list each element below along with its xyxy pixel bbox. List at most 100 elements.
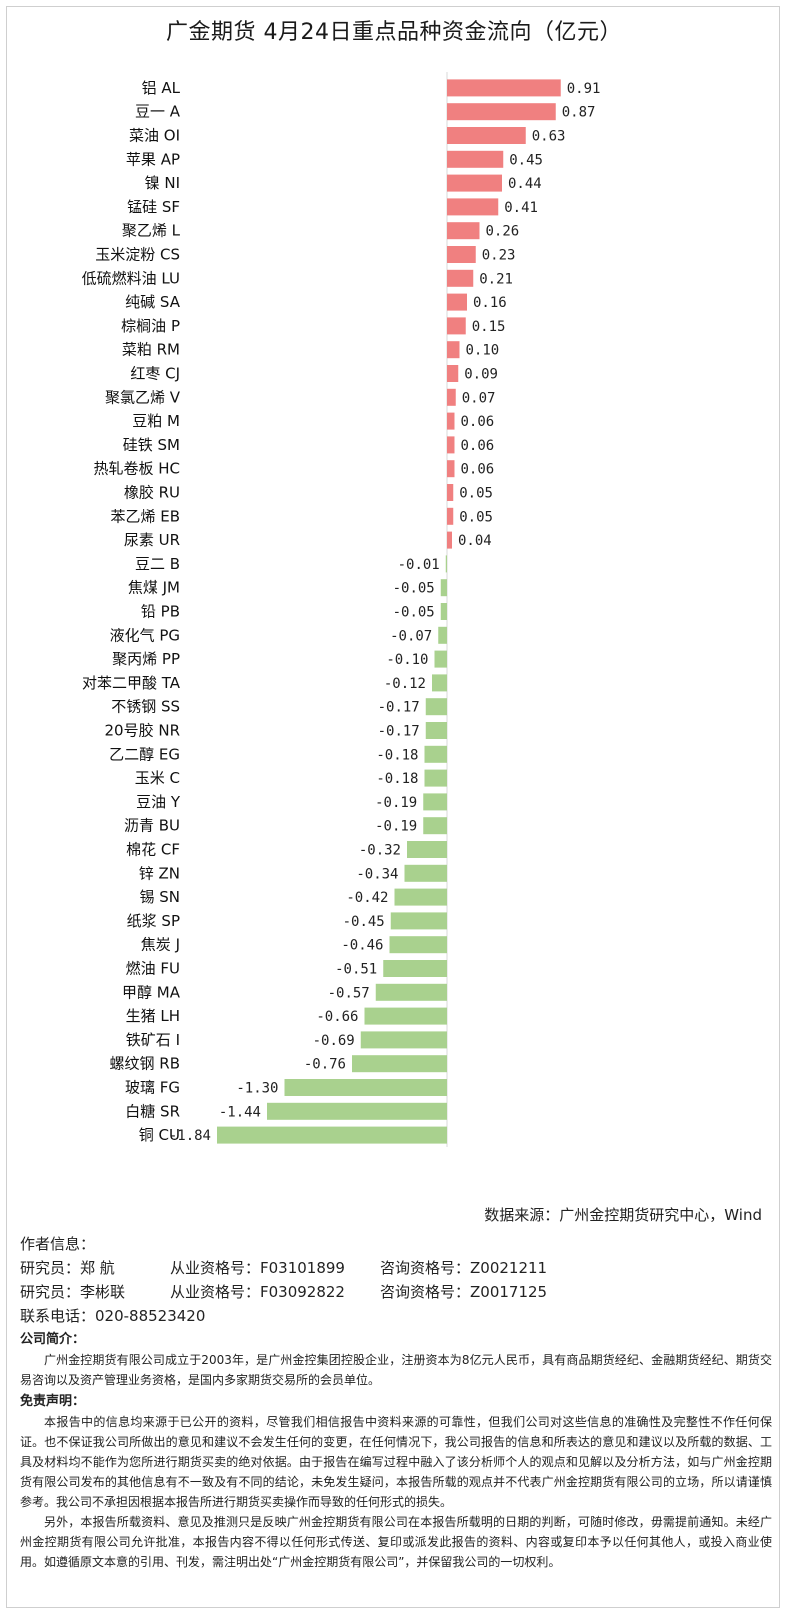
bar [447, 507, 454, 525]
value-label: 0.45 [509, 152, 543, 168]
category-label: 菜油 OI [129, 127, 180, 145]
category-label: 纯碱 SA [125, 293, 181, 311]
value-label: 0.44 [508, 176, 542, 192]
bar [432, 674, 447, 692]
category-label: 玉米 C [135, 769, 180, 787]
category-label: 铜 CU [139, 1126, 180, 1144]
company-intro: 广州金控期货有限公司成立于2003年，是广州金控集团控股企业，注册资本为8亿元人… [20, 1353, 772, 1387]
category-label: 铅 PB [141, 603, 180, 621]
bar [447, 484, 454, 501]
contact-phone: 联系电话：020-88523420 [20, 1307, 206, 1325]
value-label: 0.91 [567, 81, 601, 97]
value-label: 0.06 [461, 414, 495, 430]
value-label: -0.05 [393, 605, 435, 621]
category-label: 乙二醇 EG [109, 745, 180, 763]
disclaimer-heading: 免责声明： [20, 1394, 86, 1409]
value-label: 0.23 [482, 248, 516, 264]
bar [447, 127, 526, 144]
page-frame [6, 6, 780, 1608]
category-label: 聚丙烯 PP [112, 650, 180, 668]
category-label: 锡 SN [139, 888, 180, 906]
category-label: 焦煤 JM [128, 579, 180, 597]
bar [267, 1102, 447, 1120]
data-source: 数据来源：广州金控期货研究中心，Wind [484, 1206, 762, 1224]
category-label: 沥青 BU [124, 817, 180, 835]
value-label: -0.17 [378, 700, 420, 716]
bar [447, 436, 455, 454]
value-label: -0.51 [335, 962, 377, 978]
report-info: 作者信息： 研究员：郑 航 从业资格号：F03101899 咨询资格号：Z00212… [20, 1232, 772, 1572]
value-label: -0.12 [384, 676, 426, 692]
company-heading: 公司简介： [20, 1332, 86, 1347]
bar [217, 1126, 447, 1144]
category-label: 20号胶 NR [105, 722, 181, 740]
bar [447, 79, 561, 97]
bar [447, 293, 467, 311]
category-label: 苹果 AP [126, 150, 180, 168]
disclaimer-paragraph: 本报告中的信息均来源于已公开的资料，尽管我们相信报告中资料来源的可靠性，但我们公… [20, 1415, 772, 1509]
value-label: -1.84 [169, 1128, 211, 1144]
value-label: 0.26 [486, 224, 520, 240]
qualification-number: 从业资格号：F03101899 [170, 1259, 345, 1277]
value-label: -0.05 [393, 581, 435, 597]
value-label: -0.46 [341, 938, 383, 954]
category-label: 玉米淀粉 CS [95, 246, 180, 264]
value-label: -0.76 [304, 1057, 346, 1073]
category-label: 生猪 LH [126, 1007, 180, 1025]
value-label: 0.15 [472, 319, 506, 335]
value-label: -0.19 [375, 795, 417, 811]
bar [364, 1007, 447, 1025]
value-label: -0.32 [359, 843, 401, 859]
value-label: -0.17 [378, 724, 420, 740]
value-label: 0.06 [461, 438, 495, 454]
disclaimer-paragraph: 另外，本报告所载资料、意见及推测只是反映广州金控期货有限公司在本报告所载明的日期… [20, 1515, 772, 1569]
bar [394, 888, 447, 906]
value-label: -0.45 [343, 914, 385, 930]
bar [284, 1079, 447, 1096]
category-label: 红枣 CJ [130, 365, 180, 383]
category-label: 豆粕 M [132, 412, 180, 430]
value-label: 0.09 [464, 367, 498, 383]
bar [447, 317, 466, 335]
category-label: 菜粕 RM [122, 341, 180, 359]
category-label: 苯乙烯 EB [110, 507, 180, 525]
category-label: 尿素 UR [124, 531, 180, 549]
bar [425, 698, 447, 716]
bar [447, 198, 499, 216]
bar [434, 650, 447, 668]
bar [447, 341, 460, 359]
bar [440, 603, 447, 620]
category-label: 豆一 A [135, 103, 181, 121]
value-label: -0.57 [328, 985, 370, 1001]
bar [447, 150, 504, 168]
category-label: 焦炭 J [141, 936, 180, 954]
value-label: 0.21 [479, 271, 513, 287]
value-label: -0.69 [313, 1033, 355, 1049]
author-heading: 作者信息： [20, 1235, 96, 1253]
bar [390, 912, 447, 930]
value-label: -0.10 [386, 652, 428, 668]
consult-number: 咨询资格号：Z0017125 [380, 1283, 548, 1301]
bar [407, 841, 447, 858]
value-label: 0.41 [504, 200, 538, 216]
consult-number: 咨询资格号：Z0021211 [380, 1259, 548, 1277]
category-label: 豆油 Y [136, 793, 181, 811]
category-label: 棉花 CF [126, 841, 180, 859]
bar [447, 246, 476, 263]
category-label: 棕榈油 P [121, 317, 180, 335]
bar [383, 960, 447, 977]
researcher-row: 研究员：李彬联 从业资格号：F03092822 咨询资格号：Z0017125 [20, 1280, 772, 1304]
category-label: 聚乙烯 L [122, 222, 181, 240]
bar [445, 555, 447, 573]
category-label: 锰硅 SF [127, 198, 180, 216]
bar [440, 579, 447, 597]
researcher-name: 研究员：郑 航 [20, 1259, 115, 1277]
category-label: 热轧卷板 HC [93, 460, 180, 478]
category-label: 镍 NI [145, 174, 180, 192]
bar [447, 103, 556, 121]
value-label: -1.30 [236, 1081, 278, 1097]
bar [447, 174, 502, 192]
category-label: 玻璃 FG [125, 1079, 180, 1097]
value-label: -0.01 [398, 557, 440, 573]
bar [424, 745, 447, 763]
